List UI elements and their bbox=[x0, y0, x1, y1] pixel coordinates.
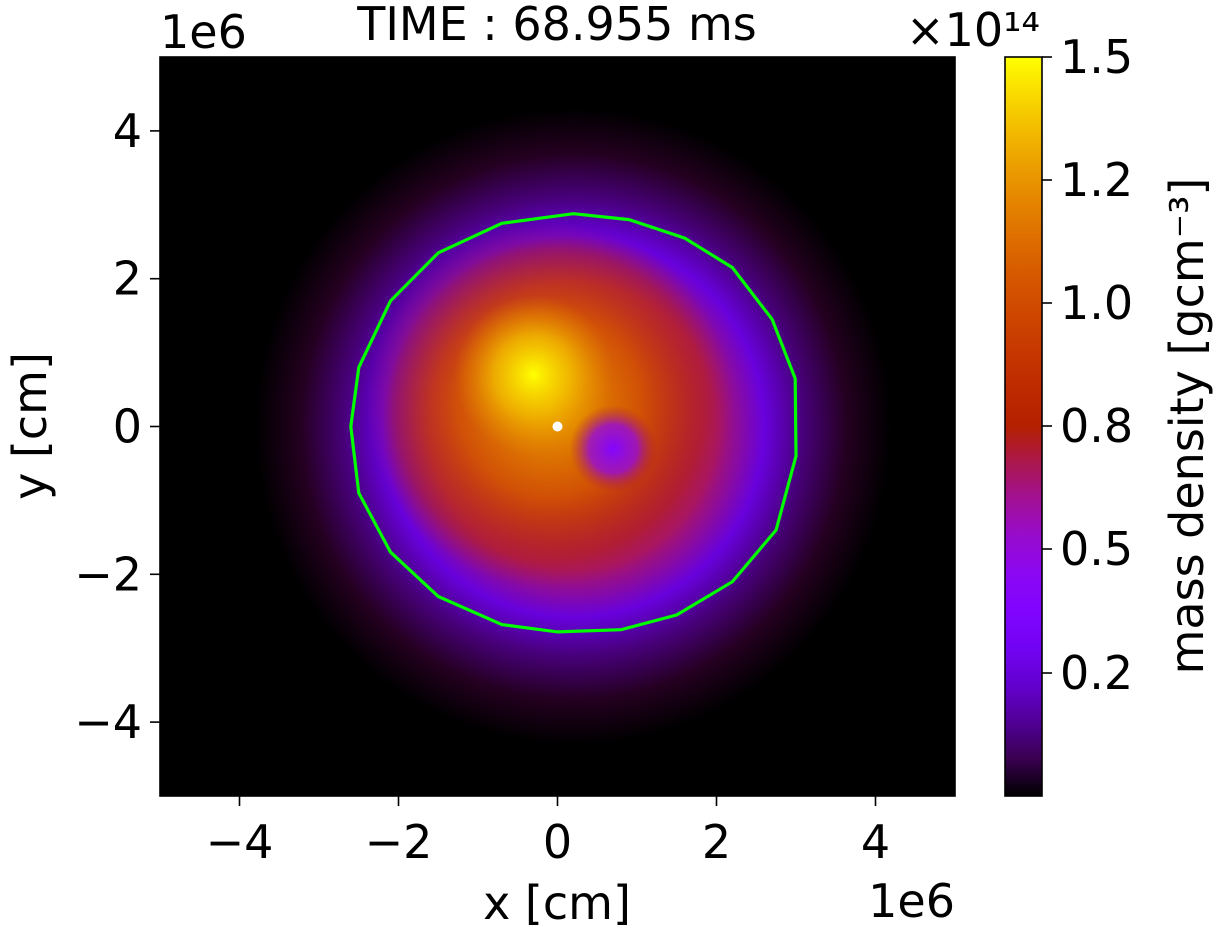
center-marker bbox=[552, 421, 563, 432]
colorbar-tick-label: 0.5 bbox=[1060, 522, 1133, 576]
y-axis-ticks: −4 −2 0 2 4 bbox=[74, 104, 160, 749]
density-peak bbox=[454, 295, 614, 455]
y-tick-label: 0 bbox=[113, 400, 142, 454]
low-density-pocket bbox=[569, 404, 657, 493]
colorbar-label: mass density [gcm⁻³] bbox=[1160, 178, 1214, 675]
x-tick-label: 0 bbox=[543, 815, 572, 869]
x-offset-text: 1e6 bbox=[868, 874, 955, 928]
x-axis-ticks: −4 −2 0 2 4 bbox=[206, 796, 890, 869]
x-tick-label: 4 bbox=[861, 815, 890, 869]
x-tick-label: −4 bbox=[206, 815, 274, 869]
contour-line bbox=[349, 212, 798, 634]
colorbar-tick-label: 1.2 bbox=[1060, 153, 1133, 207]
x-tick-label: −2 bbox=[365, 815, 433, 869]
y-tick-label: 2 bbox=[113, 252, 142, 306]
y-offset-text: 1e6 bbox=[160, 5, 247, 59]
y-tick-label: −2 bbox=[74, 547, 142, 601]
colorbar-ticks: 0.2 0.5 0.8 1.0 1.2 1.5 bbox=[1042, 30, 1133, 700]
colorbar bbox=[1005, 57, 1042, 796]
y-tick-label: 4 bbox=[113, 104, 142, 158]
colorbar-offset-text: ×10¹⁴ bbox=[906, 3, 1040, 57]
y-tick-label: −4 bbox=[74, 695, 142, 749]
y-axis-label: y [cm] bbox=[3, 352, 57, 500]
colorbar-tick-label: 1.5 bbox=[1060, 30, 1133, 84]
chart-title: TIME : 68.955 ms bbox=[356, 0, 757, 51]
colorbar-tick-label: 0.2 bbox=[1060, 646, 1133, 700]
colorbar-tick-label: 0.8 bbox=[1060, 399, 1133, 453]
x-axis-label: x [cm] bbox=[483, 876, 631, 930]
colorbar-tick-label: 1.0 bbox=[1060, 276, 1133, 330]
x-tick-label: 2 bbox=[702, 815, 731, 869]
